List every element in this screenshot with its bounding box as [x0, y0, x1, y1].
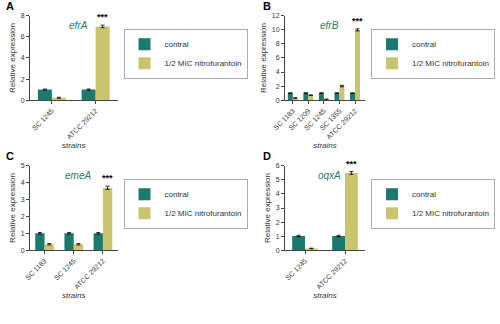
- svg-text:4: 4: [21, 54, 25, 61]
- svg-text:SC 1183: SC 1183: [24, 257, 48, 281]
- svg-text:0: 0: [276, 97, 280, 104]
- svg-text:SC 1209: SC 1209: [287, 107, 311, 131]
- svg-text:8: 8: [21, 12, 25, 19]
- svg-text:2: 2: [276, 83, 280, 90]
- svg-text:***: ***: [346, 159, 357, 169]
- svg-text:1/2 MIC nitrofurantoin: 1/2 MIC nitrofurantoin: [165, 59, 242, 68]
- svg-text:C: C: [6, 150, 14, 162]
- svg-text:4: 4: [276, 68, 280, 75]
- svg-text:ATCC 29212: ATCC 29212: [66, 107, 99, 140]
- svg-text:1/2 MIC nitrofurantoin: 1/2 MIC nitrofurantoin: [165, 209, 242, 218]
- svg-text:SC 1245: SC 1245: [31, 107, 55, 131]
- svg-text:4: 4: [21, 179, 25, 186]
- svg-text:8: 8: [276, 40, 280, 47]
- svg-text:SC 1183: SC 1183: [272, 107, 296, 131]
- svg-text:contral: contral: [412, 190, 436, 199]
- svg-text:2: 2: [21, 213, 25, 220]
- svg-text:efrA: efrA: [69, 20, 88, 31]
- svg-text:contral: contral: [165, 40, 189, 49]
- svg-text:ATCC 29212: ATCC 29212: [315, 257, 348, 290]
- svg-text:oqxA: oqxA: [318, 170, 341, 181]
- svg-text:A: A: [6, 0, 14, 12]
- svg-text:contral: contral: [165, 190, 189, 199]
- svg-text:strains: strains: [62, 141, 86, 150]
- svg-text:SC 1245: SC 1245: [303, 107, 327, 131]
- svg-text:10: 10: [272, 26, 280, 33]
- svg-text:***: ***: [97, 12, 108, 22]
- svg-text:2: 2: [21, 76, 25, 83]
- svg-text:B: B: [263, 0, 271, 12]
- svg-text:***: ***: [102, 173, 113, 183]
- svg-text:3: 3: [21, 196, 25, 203]
- svg-text:1/2 MIC nitrofurantoin: 1/2 MIC nitrofurantoin: [412, 209, 489, 218]
- svg-text:***: ***: [352, 16, 363, 26]
- svg-text:SC 1355: SC 1355: [318, 107, 342, 131]
- svg-text:SC 1245: SC 1245: [284, 257, 308, 281]
- svg-text:ATCC 29212: ATCC 29212: [73, 257, 106, 290]
- svg-text:6: 6: [21, 33, 25, 40]
- svg-text:4: 4: [276, 190, 280, 197]
- svg-text:strains: strains: [313, 291, 337, 300]
- svg-text:contral: contral: [412, 40, 436, 49]
- svg-text:5: 5: [21, 162, 25, 169]
- svg-text:12: 12: [272, 12, 280, 19]
- svg-text:strains: strains: [313, 141, 337, 150]
- svg-text:Relative expression: Relative expression: [263, 173, 272, 243]
- svg-text:Relative expression: Relative expression: [8, 23, 17, 93]
- svg-text:efrB: efrB: [320, 20, 339, 31]
- svg-text:2: 2: [276, 218, 280, 225]
- svg-text:6: 6: [276, 54, 280, 61]
- svg-text:emeA: emeA: [65, 170, 91, 181]
- svg-text:1: 1: [21, 230, 25, 237]
- svg-text:0: 0: [276, 247, 280, 254]
- svg-text:D: D: [263, 150, 271, 162]
- svg-text:3: 3: [276, 204, 280, 211]
- svg-text:1: 1: [276, 233, 280, 240]
- svg-text:0: 0: [21, 97, 25, 104]
- svg-text:Relative expression: Relative expression: [260, 23, 269, 93]
- svg-text:0: 0: [21, 247, 25, 254]
- svg-text:1/2 MIC nitrofurantoin: 1/2 MIC nitrofurantoin: [412, 59, 489, 68]
- svg-text:SC 1245: SC 1245: [53, 257, 77, 281]
- svg-text:strains: strains: [62, 291, 86, 300]
- svg-text:6: 6: [276, 162, 280, 169]
- svg-text:ATCC 29212: ATCC 29212: [325, 107, 358, 140]
- svg-text:5: 5: [276, 176, 280, 183]
- svg-text:Relative expression: Relative expression: [8, 173, 17, 243]
